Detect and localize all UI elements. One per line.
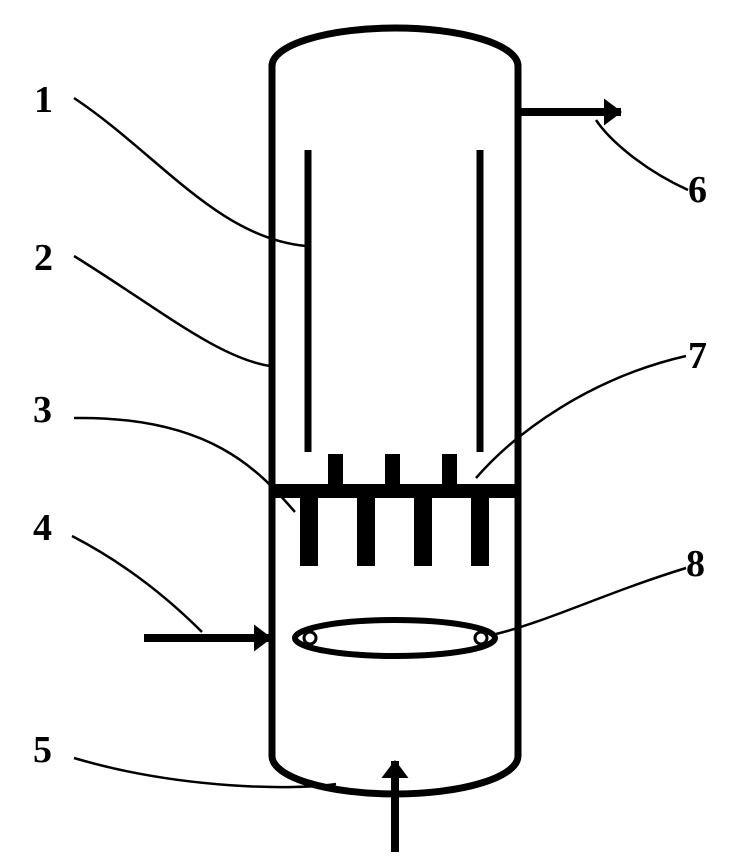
callout-label-2: 2 [34,236,53,280]
callout-label-7: 7 [688,334,707,378]
callout-label-1: 1 [34,78,53,122]
callout-label-8: 8 [686,542,705,586]
callout-label-3: 3 [33,388,52,432]
callout-label-6: 6 [688,168,707,212]
callout-label-5: 5 [33,728,52,772]
callout-label-4: 4 [33,506,52,550]
